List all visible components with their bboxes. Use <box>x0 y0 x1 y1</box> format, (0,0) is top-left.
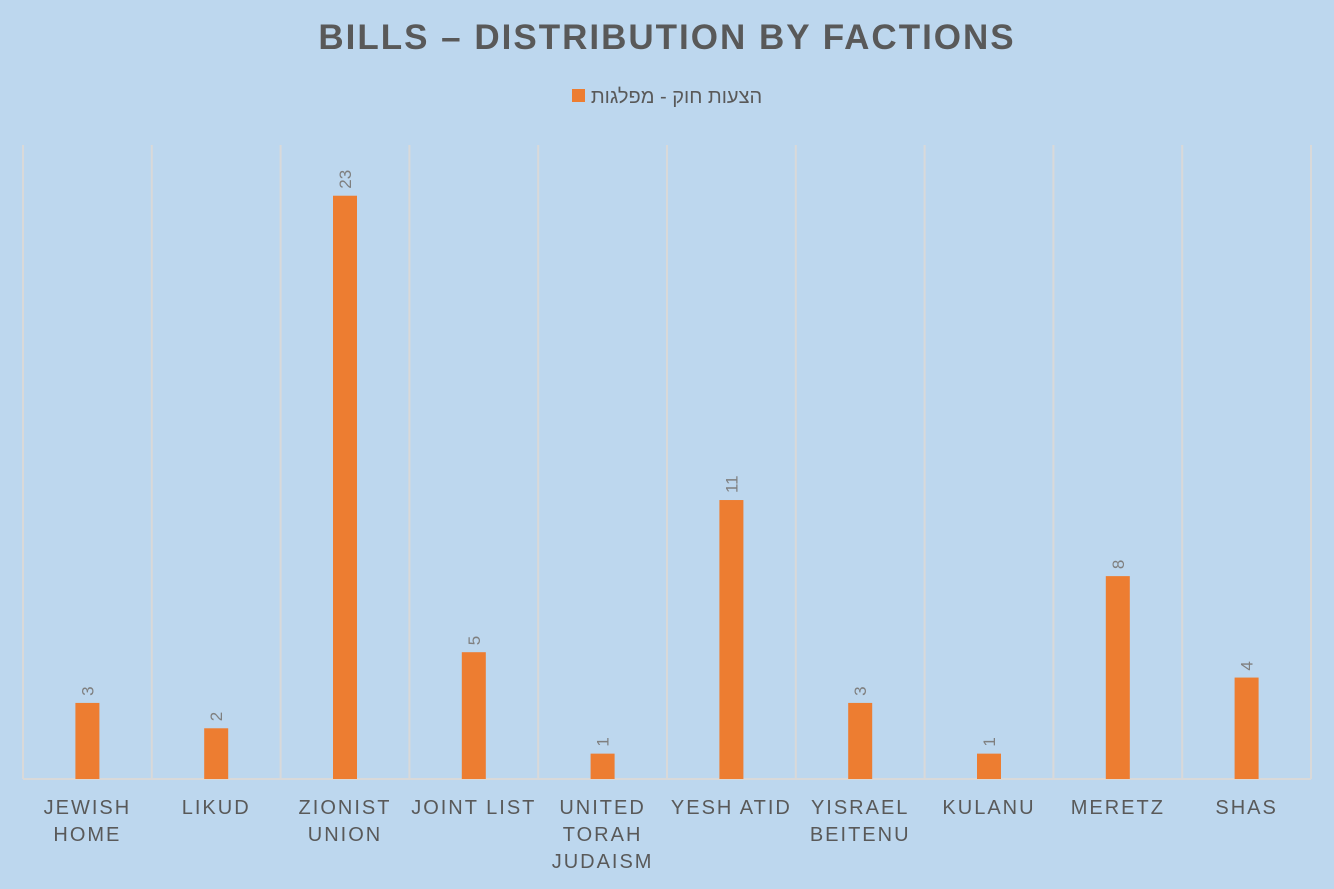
data-label: 2 <box>207 712 226 721</box>
legend-label: הצעות חוק - מפלגות <box>590 86 763 109</box>
category-label: MERETZ <box>1070 797 1165 819</box>
category-label: SHAS <box>1215 797 1278 819</box>
category-label: JEWISH HOME <box>43 797 132 846</box>
data-label: 1 <box>594 737 613 746</box>
data-label: 23 <box>336 170 355 189</box>
category-label: KULANU <box>942 797 1036 819</box>
bar <box>333 195 357 780</box>
data-label: 4 <box>1238 661 1257 670</box>
data-label: 3 <box>78 686 97 695</box>
bar <box>1234 677 1259 779</box>
legend-swatch <box>571 89 585 103</box>
chart-title: BILLS – DISTRIBUTION BY FACTIONS <box>318 18 1016 57</box>
category-label: UNITED TORAH JUDAISM <box>551 797 654 873</box>
bar <box>204 728 229 779</box>
category-label: YESH ATID <box>670 797 792 819</box>
data-label: 1 <box>980 737 999 746</box>
data-label: 3 <box>851 686 870 695</box>
bar <box>848 702 873 779</box>
category-label: LIKUD <box>181 797 251 819</box>
data-label: 8 <box>1109 560 1128 569</box>
legend: הצעות חוק - מפלגות <box>0 86 1334 109</box>
bar <box>1105 576 1130 779</box>
bar <box>719 500 744 779</box>
data-label: 11 <box>722 475 741 493</box>
bar <box>590 753 615 779</box>
category-label: ZIONIST UNION <box>298 797 392 846</box>
bar <box>461 652 486 779</box>
data-label: 5 <box>465 636 484 645</box>
category-label: JOINT LIST <box>411 797 537 819</box>
bar <box>977 753 1001 779</box>
bar <box>75 702 100 779</box>
category-label: YISRAEL BEITENU <box>809 797 911 846</box>
